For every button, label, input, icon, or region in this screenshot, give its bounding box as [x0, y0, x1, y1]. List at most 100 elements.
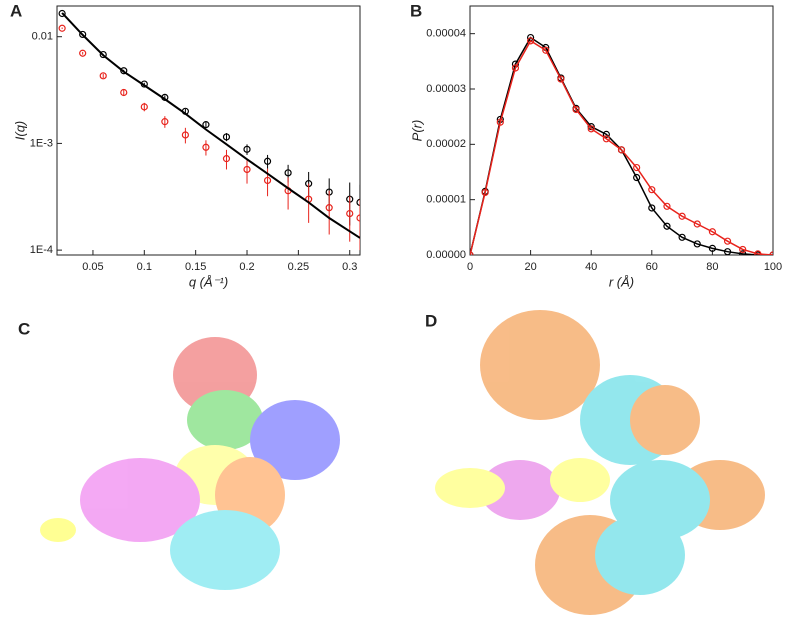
panel-label: C: [18, 319, 30, 338]
data-point: [526, 37, 535, 45]
fit-line: [61, 12, 360, 239]
x-axis-label: q (Å⁻¹): [189, 274, 228, 289]
data-point: [693, 220, 701, 228]
y-tick-label: 1E-4: [30, 244, 53, 256]
plot-area: [470, 33, 773, 255]
x-tick-label: 60: [646, 261, 658, 273]
data-point: [723, 248, 732, 255]
data-point: [708, 244, 717, 252]
data-point: [511, 64, 520, 72]
data-point: [587, 125, 595, 133]
data-point: [708, 228, 717, 236]
data-point: [284, 169, 292, 177]
data-point: [120, 67, 128, 75]
domain: [595, 515, 685, 595]
data-point: [58, 24, 66, 32]
y-tick-label: 0.01: [32, 31, 53, 43]
x-tick-label: 0.15: [185, 261, 206, 273]
data-point: [161, 118, 169, 126]
data-point: [202, 121, 210, 129]
data-point: [263, 157, 272, 165]
x-tick-label: 100: [764, 261, 782, 273]
domain: [187, 390, 263, 450]
data-point: [602, 135, 610, 143]
domain: [630, 385, 700, 455]
data-point: [496, 118, 504, 126]
data-point: [325, 204, 333, 212]
domain: [250, 400, 340, 480]
data-point: [99, 50, 107, 59]
panel-label: B: [410, 1, 422, 20]
data-point: [120, 88, 128, 97]
domain: [435, 468, 505, 508]
data-point: [356, 214, 360, 222]
data-point: [572, 105, 580, 114]
panel-label: D: [425, 311, 437, 330]
data-point: [663, 202, 671, 210]
domain: [40, 518, 76, 542]
y-tick-label: 0.00002: [426, 138, 466, 150]
domain: [480, 310, 600, 420]
data-point: [693, 240, 701, 248]
data-point: [648, 204, 656, 212]
data-point: [739, 245, 747, 254]
x-tick-label: 0.25: [288, 261, 309, 273]
data-point: [648, 186, 656, 194]
data-point: [243, 165, 251, 174]
y-tick-label: 1E-3: [30, 137, 53, 149]
data-point: [633, 173, 641, 182]
x-tick-label: 40: [585, 261, 597, 273]
data-point: [58, 9, 66, 18]
data-point: [678, 233, 686, 241]
x-tick-label: 0.3: [342, 261, 357, 273]
data-point: [602, 130, 610, 138]
data-point: [617, 146, 626, 154]
x-tick-label: 80: [706, 261, 718, 273]
series-line: [470, 39, 773, 255]
x-tick-label: 20: [524, 261, 536, 273]
y-tick-label: 0.00000: [426, 249, 466, 261]
panel-label: A: [10, 1, 22, 20]
domain: [550, 458, 610, 502]
data-point: [346, 209, 354, 218]
domain: [80, 458, 200, 542]
data-point: [222, 155, 231, 163]
domain: [170, 510, 280, 590]
x-tick-label: 0.1: [137, 261, 152, 273]
x-tick-label: 0.2: [239, 261, 254, 273]
structure-d: [435, 310, 765, 615]
x-tick-label: 0: [467, 261, 473, 273]
y-axis-label: I(q): [12, 121, 27, 141]
y-tick-label: 0.00003: [426, 83, 466, 95]
data-point: [356, 198, 360, 207]
x-axis-label: r (Å): [609, 274, 634, 289]
data-point: [754, 251, 762, 255]
y-tick-label: 0.00001: [426, 194, 466, 206]
y-axis-label: P(r): [409, 120, 424, 142]
data-point: [663, 222, 671, 230]
data-point: [222, 133, 231, 141]
data-point: [754, 250, 762, 255]
y-tick-label: 0.00004: [426, 28, 466, 40]
plot-frame: [469, 5, 774, 256]
data-point: [557, 75, 565, 83]
data-point: [723, 237, 732, 245]
data-point: [79, 49, 87, 57]
x-tick-label: 0.05: [82, 261, 103, 273]
data-point: [263, 176, 272, 185]
data-point: [633, 163, 641, 172]
data-point: [243, 145, 251, 153]
data-point: [678, 212, 686, 220]
data-point: [542, 46, 550, 54]
data-point: [481, 188, 489, 197]
structure-c: [40, 337, 340, 590]
data-point: [739, 250, 747, 255]
domain: [480, 460, 560, 520]
data-point: [99, 72, 107, 80]
data-point: [181, 131, 189, 139]
data-point: [140, 103, 148, 111]
data-point: [79, 30, 87, 39]
plot-frame: [56, 5, 361, 256]
plot-area: [58, 9, 360, 251]
